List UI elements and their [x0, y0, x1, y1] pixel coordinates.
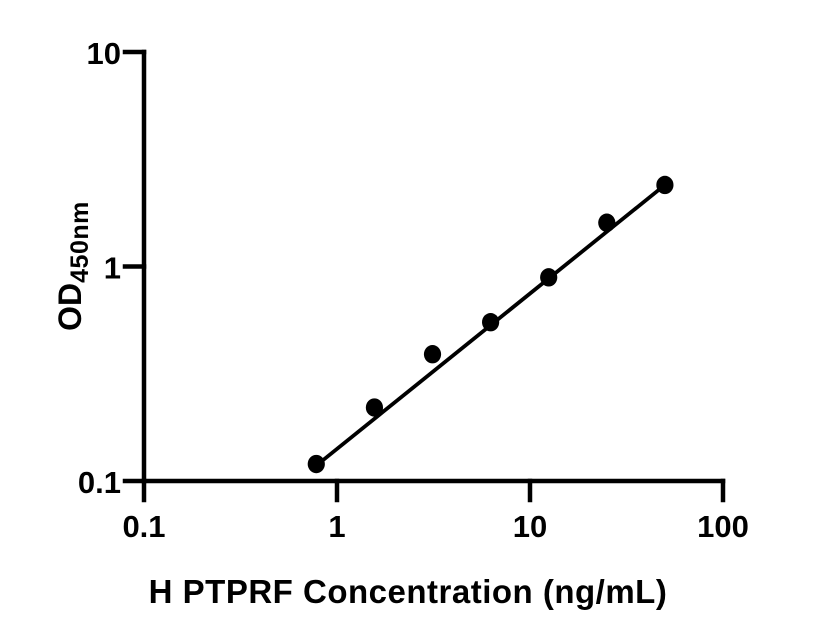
y-tick-label: 10: [87, 36, 121, 71]
x-tick-label: 10: [513, 509, 547, 544]
x-axis-title: H PTPRF Concentration (ng/mL): [148, 573, 668, 610]
data-point: [656, 175, 674, 195]
y-tick-label: 1: [104, 251, 121, 286]
y-tick-label: 0.1: [78, 465, 121, 500]
y-axis-title-subscript: 450nm: [66, 201, 94, 283]
x-tick-label: 0.1: [122, 509, 165, 544]
data-point: [482, 312, 500, 332]
x-tick-label: 1: [328, 509, 345, 544]
y-axis-title: OD450nm: [50, 121, 94, 411]
data-point: [423, 345, 442, 364]
y-axis-title-main: OD: [52, 282, 88, 331]
data-point: [598, 213, 616, 232]
data-point: [307, 454, 325, 474]
data-point: [540, 268, 558, 287]
x-tick-label: 100: [697, 509, 749, 544]
data-point: [365, 398, 384, 417]
